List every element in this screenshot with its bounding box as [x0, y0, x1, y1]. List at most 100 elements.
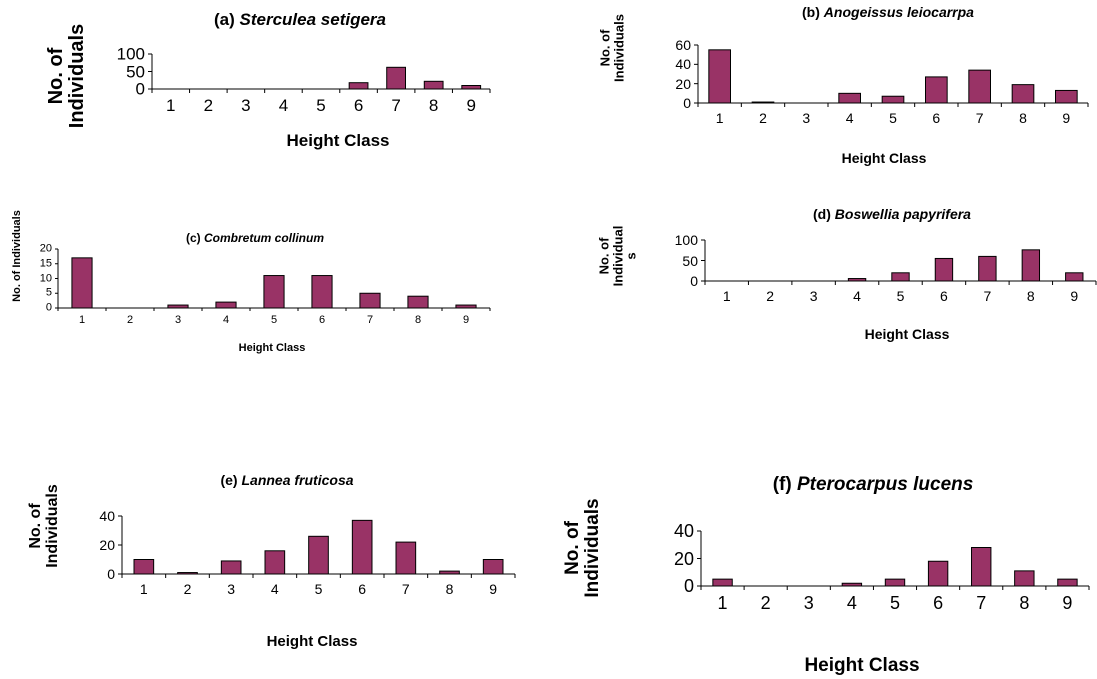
x-tick-label-c-1: 1 [78, 314, 86, 326]
x-tick-label-a-7: 7 [391, 96, 401, 115]
x-tick-label-a-6: 6 [353, 96, 364, 115]
x-tick-label-b-2: 2 [759, 110, 767, 126]
x-tick-label-d-4: 4 [853, 288, 861, 304]
x-tick-label-b-7: 7 [975, 110, 984, 126]
x-tick-label-c-9: 9 [462, 314, 470, 326]
chart-title-prefix-d: (d) [813, 206, 831, 222]
x-tick-label-a-2: 2 [203, 96, 214, 115]
bar-f-6 [927, 560, 949, 587]
x-tick-label-b-9: 9 [1062, 110, 1071, 126]
x-tick-label-e-1: 1 [139, 581, 148, 597]
x-axis-label-b: Height Class [841, 150, 927, 166]
x-tick-label-f-9: 9 [1062, 593, 1073, 613]
x-tick-label-b-4: 4 [845, 110, 854, 126]
y-axis-label-line-f-2: Individuals [582, 498, 603, 598]
chart-title-species-e: Lannea fruticosa [241, 472, 354, 488]
x-tick-label-f-8: 8 [1019, 593, 1030, 613]
y-axis-label-line-f-1: No. of [562, 521, 584, 575]
x-axis-label-e: Height Class [266, 633, 358, 650]
chart-title-species-a: Sterculea setigera [239, 10, 386, 29]
x-tick-label-d-8: 8 [1026, 288, 1035, 304]
chart-title-prefix-f: (f) [772, 474, 792, 495]
x-tick-label-f-3: 3 [803, 593, 814, 613]
x-tick-label-c-7: 7 [366, 314, 374, 326]
y-tick-label-e-40: 40 [99, 508, 115, 524]
bar-f-1 [712, 578, 733, 587]
x-tick-label-c-4: 4 [222, 314, 230, 326]
chart-title-d: (d) Boswellia papyrifera [813, 206, 971, 222]
x-tick-label-e-6: 6 [358, 581, 367, 597]
y-tick-label-a-50: 50 [126, 62, 145, 81]
x-tick-label-d-3: 3 [809, 288, 818, 304]
x-axis-label-a: Height Class [286, 131, 390, 150]
x-tick-label-a-9: 9 [466, 96, 476, 115]
y-tick-label-a-100: 100 [116, 44, 145, 64]
x-tick-label-e-5: 5 [314, 581, 323, 597]
bar-f-9 [1057, 578, 1078, 587]
x-tick-label-f-5: 5 [889, 593, 901, 613]
x-tick-label-d-6: 6 [940, 288, 948, 304]
x-tick-label-d-2: 2 [766, 288, 775, 304]
x-tick-label-c-8: 8 [414, 314, 422, 326]
y-tick-label-d-50: 50 [682, 252, 698, 269]
x-tick-label-b-3: 3 [802, 110, 811, 126]
chart-title-a: (a) Sterculea setigera [214, 10, 386, 30]
y-tick-label-b-20: 20 [675, 75, 691, 92]
x-tick-label-d-1: 1 [722, 288, 731, 304]
y-tick-label-c-15: 15 [39, 257, 52, 270]
x-tick-label-e-9: 9 [489, 581, 498, 597]
x-tick-label-c-6: 6 [318, 314, 326, 326]
x-tick-label-f-2: 2 [760, 593, 771, 613]
y-tick-label-c-20: 20 [39, 242, 52, 255]
bar-f-7 [971, 547, 992, 587]
chart-title-species-b: Anogeissus leiocarrpa [823, 4, 974, 20]
x-axis-label-f: Height Class [804, 655, 920, 676]
x-tick-label-d-5: 5 [896, 288, 905, 304]
x-tick-label-e-8: 8 [445, 581, 454, 597]
y-tick-label-c-10: 10 [39, 272, 52, 284]
x-tick-label-b-1: 1 [715, 110, 724, 126]
y-tick-label-d-0: 0 [690, 273, 698, 289]
x-tick-label-a-5: 5 [316, 96, 326, 115]
x-tick-label-f-7: 7 [976, 593, 987, 613]
x-tick-label-f-1: 1 [717, 593, 728, 613]
chart-title-prefix-b: (b) [802, 4, 820, 20]
x-tick-label-d-7: 7 [983, 288, 992, 304]
y-tick-label-f-20: 20 [673, 548, 694, 569]
chart-title-e: (e) Lannea fruticosa [220, 472, 353, 488]
x-tick-label-b-8: 8 [1019, 110, 1027, 126]
y-tick-label-b-40: 40 [675, 56, 691, 73]
y-tick-label-e-0: 0 [107, 566, 115, 582]
y-axis-label-f: No. of Individuals [562, 498, 603, 598]
x-tick-label-c-2: 2 [126, 314, 134, 326]
x-tick-label-d-9: 9 [1070, 288, 1079, 304]
x-tick-label-a-1: 1 [166, 96, 176, 115]
chart-title-prefix-c: (c) [185, 231, 201, 245]
y-tick-label-a-0: 0 [135, 79, 145, 99]
x-tick-label-c-5: 5 [270, 314, 278, 326]
x-tick-label-e-7: 7 [401, 581, 410, 597]
chart-title-prefix-a: (a) [214, 10, 235, 29]
y-tick-label-c-5: 5 [45, 286, 52, 299]
y-tick-label-b-0: 0 [683, 95, 691, 111]
chart-title-f: (f) Pterocarpus lucens [773, 474, 974, 496]
chart-title-species-c: Combretum collinum [204, 231, 325, 245]
y-tick-label-f-0: 0 [683, 576, 694, 596]
x-tick-label-a-3: 3 [241, 96, 251, 115]
y-tick-label-f-40: 40 [673, 521, 694, 541]
chart-title-b: (b) Anogeissus leiocarrpa [802, 4, 974, 20]
chart-title-species-f: Pterocarpus lucens [796, 474, 974, 495]
x-axis-label-c: Height Class [238, 342, 306, 354]
x-tick-label-c-3: 3 [174, 314, 182, 326]
y-tick-label-d-100: 100 [674, 232, 698, 248]
x-tick-label-f-6: 6 [933, 593, 944, 613]
x-tick-label-a-4: 4 [278, 96, 289, 115]
chart-title-species-d: Boswellia papyrifera [834, 206, 971, 222]
x-tick-label-e-4: 4 [270, 581, 279, 597]
